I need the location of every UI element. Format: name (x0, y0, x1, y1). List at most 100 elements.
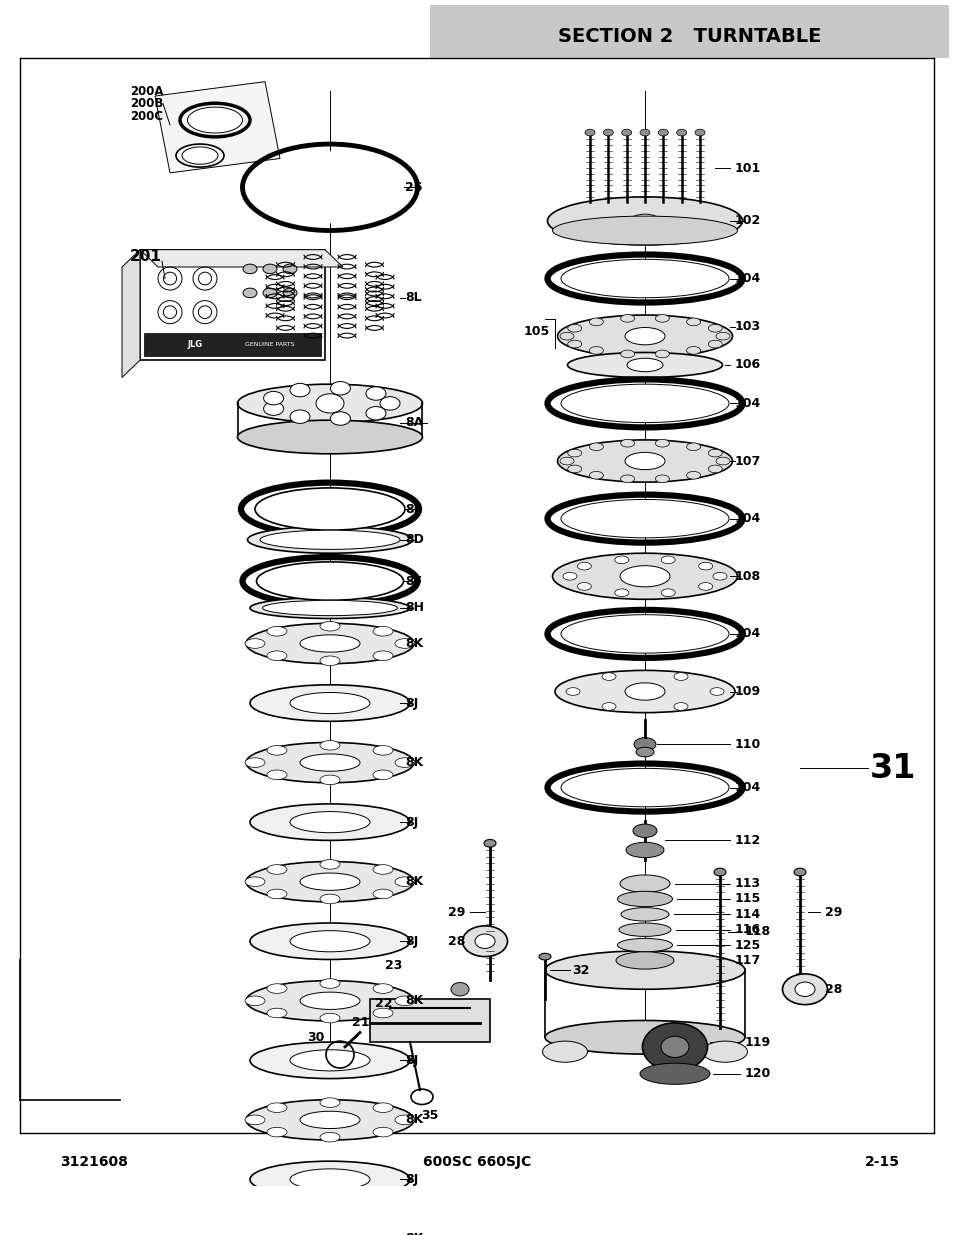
Text: 8K: 8K (405, 637, 423, 650)
Ellipse shape (633, 824, 657, 837)
Ellipse shape (538, 953, 551, 960)
Ellipse shape (695, 130, 704, 136)
Ellipse shape (707, 466, 721, 473)
Ellipse shape (246, 862, 414, 902)
Text: 23: 23 (385, 958, 402, 972)
Ellipse shape (560, 259, 728, 298)
Ellipse shape (567, 466, 581, 473)
Text: 105: 105 (523, 325, 550, 338)
Ellipse shape (660, 556, 675, 563)
Ellipse shape (686, 472, 700, 479)
Ellipse shape (319, 1132, 339, 1142)
Text: 8J: 8J (405, 697, 417, 710)
Ellipse shape (319, 1216, 339, 1226)
Ellipse shape (620, 908, 668, 921)
Ellipse shape (319, 978, 339, 988)
Ellipse shape (250, 1161, 410, 1198)
Ellipse shape (655, 475, 669, 483)
Ellipse shape (290, 1168, 370, 1191)
Ellipse shape (290, 811, 370, 832)
Ellipse shape (618, 923, 670, 936)
Text: 8A: 8A (405, 416, 423, 429)
Text: 116: 116 (734, 924, 760, 936)
Ellipse shape (319, 656, 339, 666)
Ellipse shape (716, 457, 729, 464)
Text: GENUINE PARTS: GENUINE PARTS (245, 342, 294, 347)
Ellipse shape (267, 651, 287, 661)
Ellipse shape (373, 984, 393, 993)
Text: 117: 117 (734, 953, 760, 967)
Ellipse shape (243, 288, 256, 298)
Text: 125: 125 (734, 939, 760, 952)
Ellipse shape (290, 410, 310, 424)
Polygon shape (122, 249, 140, 378)
Ellipse shape (624, 683, 664, 700)
Ellipse shape (263, 288, 276, 298)
Text: 112: 112 (734, 834, 760, 847)
Ellipse shape (299, 635, 359, 652)
Text: 22: 22 (375, 997, 392, 1010)
Ellipse shape (237, 420, 422, 453)
Ellipse shape (247, 526, 412, 553)
Text: 200B: 200B (130, 98, 163, 110)
Ellipse shape (565, 688, 579, 695)
Ellipse shape (567, 325, 581, 332)
Text: 8L: 8L (405, 291, 421, 304)
Ellipse shape (559, 457, 574, 464)
Ellipse shape (451, 983, 469, 995)
Ellipse shape (395, 1115, 415, 1125)
Ellipse shape (373, 769, 393, 779)
Text: 201: 201 (130, 249, 162, 264)
Text: 103: 103 (734, 320, 760, 333)
Ellipse shape (626, 358, 662, 372)
Text: 115: 115 (734, 893, 760, 905)
Ellipse shape (267, 889, 287, 899)
Ellipse shape (245, 638, 265, 648)
Ellipse shape (602, 130, 613, 136)
Ellipse shape (560, 615, 728, 653)
Text: 8K: 8K (405, 994, 423, 1008)
Ellipse shape (255, 151, 403, 224)
Text: 104: 104 (734, 781, 760, 794)
Ellipse shape (243, 264, 256, 274)
Ellipse shape (629, 214, 659, 227)
Ellipse shape (262, 600, 397, 615)
Text: 102: 102 (734, 215, 760, 227)
Ellipse shape (686, 443, 700, 451)
Ellipse shape (634, 737, 656, 751)
Ellipse shape (267, 984, 287, 993)
Ellipse shape (395, 877, 415, 887)
Ellipse shape (319, 860, 339, 869)
Text: 110: 110 (734, 737, 760, 751)
Ellipse shape (237, 384, 422, 422)
Ellipse shape (267, 1221, 287, 1231)
Ellipse shape (686, 319, 700, 326)
Text: 8K: 8K (405, 1233, 423, 1235)
Ellipse shape (395, 638, 415, 648)
Ellipse shape (589, 347, 602, 354)
Ellipse shape (395, 758, 415, 767)
Ellipse shape (560, 768, 728, 806)
Ellipse shape (263, 391, 283, 405)
Ellipse shape (559, 332, 574, 340)
Ellipse shape (621, 130, 631, 136)
Text: 118: 118 (744, 925, 770, 939)
Ellipse shape (673, 673, 687, 680)
Text: 8H: 8H (405, 601, 423, 615)
Ellipse shape (319, 776, 339, 784)
Text: SECTION 2   TURNTABLE: SECTION 2 TURNTABLE (558, 27, 821, 46)
Text: 29: 29 (447, 906, 464, 919)
Ellipse shape (552, 216, 737, 245)
Ellipse shape (246, 981, 414, 1021)
Ellipse shape (709, 688, 723, 695)
Ellipse shape (673, 703, 687, 710)
Bar (144, 333, 320, 357)
Ellipse shape (589, 472, 602, 479)
Ellipse shape (544, 1020, 744, 1055)
Ellipse shape (290, 693, 370, 714)
Ellipse shape (299, 992, 359, 1009)
Ellipse shape (542, 1041, 587, 1062)
Ellipse shape (319, 1013, 339, 1023)
Ellipse shape (698, 583, 712, 590)
Ellipse shape (589, 319, 602, 326)
